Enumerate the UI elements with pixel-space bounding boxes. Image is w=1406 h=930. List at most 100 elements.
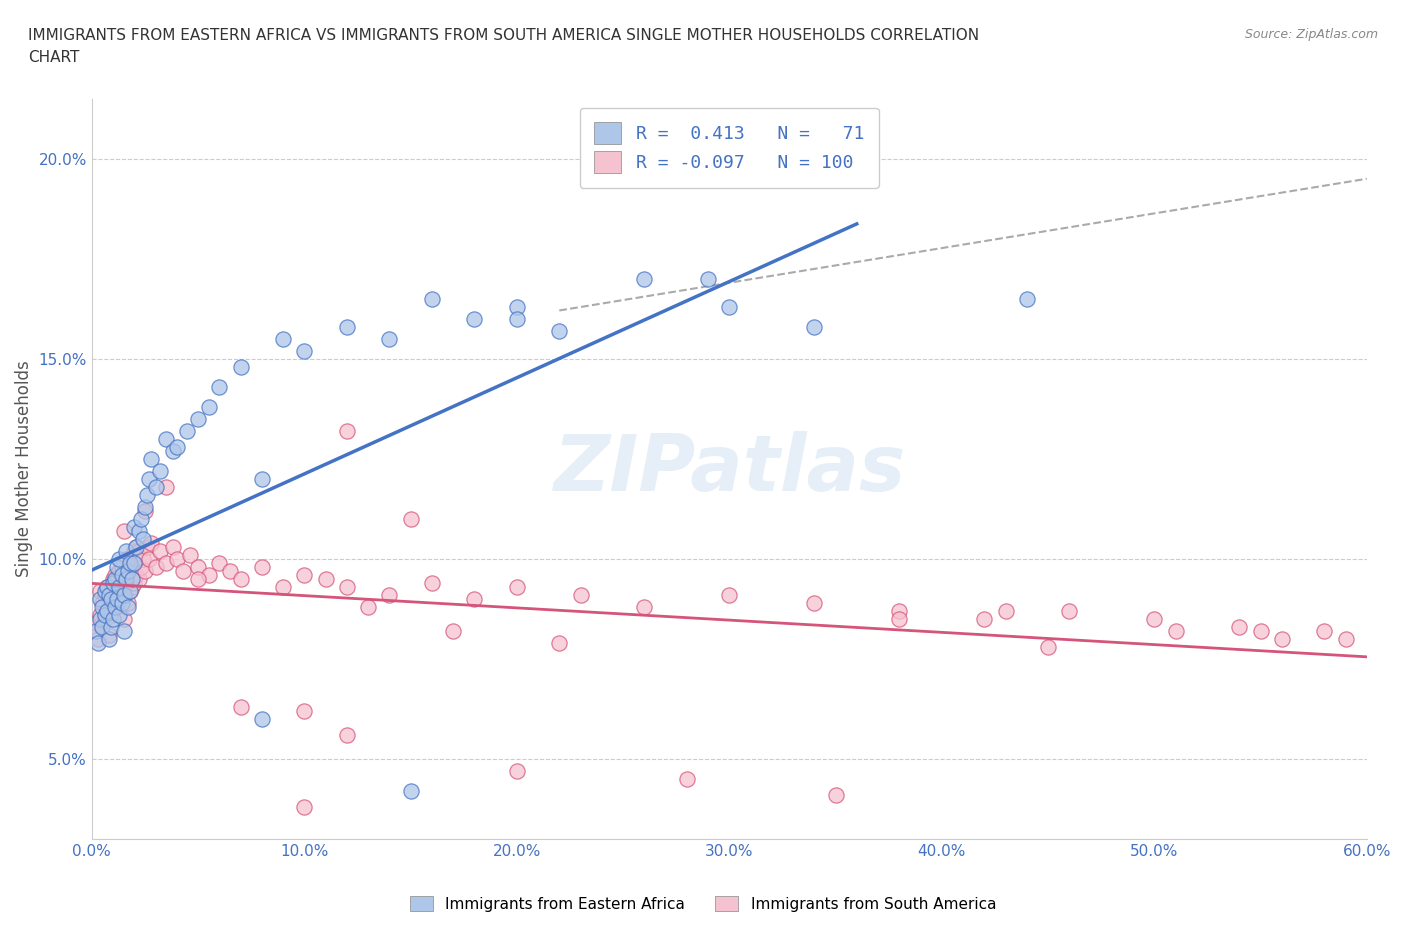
Point — [162, 539, 184, 554]
Point — [633, 272, 655, 286]
Point — [141, 452, 163, 467]
Point — [271, 579, 294, 594]
Point — [89, 584, 111, 599]
Point — [110, 588, 132, 603]
Point — [108, 551, 131, 566]
Point — [125, 567, 148, 582]
Point — [166, 440, 188, 455]
Point — [138, 551, 160, 566]
Point — [292, 567, 315, 582]
Point — [89, 591, 111, 606]
Point — [219, 564, 242, 578]
Point — [250, 560, 273, 575]
Point — [166, 551, 188, 566]
Point — [118, 555, 141, 570]
Point — [187, 560, 209, 575]
Point — [155, 432, 177, 446]
Point — [87, 636, 110, 651]
Point — [132, 551, 155, 566]
Point — [96, 604, 118, 618]
Point — [1334, 631, 1357, 646]
Point — [420, 576, 443, 591]
Point — [292, 704, 315, 719]
Point — [124, 520, 146, 535]
Point — [112, 612, 135, 627]
Point — [101, 576, 124, 591]
Point — [89, 612, 111, 627]
Point — [96, 579, 118, 594]
Point — [208, 379, 231, 394]
Point — [100, 607, 122, 622]
Point — [1164, 624, 1187, 639]
Point — [889, 604, 911, 618]
Point — [110, 560, 132, 575]
Point — [97, 588, 120, 603]
Point — [506, 579, 529, 594]
Point — [84, 624, 107, 639]
Point — [1015, 291, 1038, 306]
Point — [179, 548, 201, 563]
Point — [229, 360, 252, 375]
Point — [112, 624, 135, 639]
Point — [187, 572, 209, 587]
Point — [336, 728, 359, 743]
Point — [134, 564, 156, 578]
Point — [91, 619, 114, 634]
Point — [117, 564, 139, 578]
Point — [134, 504, 156, 519]
Point — [128, 572, 150, 587]
Point — [93, 588, 115, 603]
Point — [357, 600, 380, 615]
Point — [117, 600, 139, 615]
Point — [134, 499, 156, 514]
Point — [399, 784, 422, 799]
Text: ZIPatlas: ZIPatlas — [553, 431, 905, 507]
Point — [176, 423, 198, 438]
Point — [187, 412, 209, 427]
Point — [506, 299, 529, 314]
Point — [149, 544, 172, 559]
Point — [89, 607, 111, 622]
Legend: R =  0.413   N =   71, R = -0.097   N = 100: R = 0.413 N = 71, R = -0.097 N = 100 — [579, 108, 879, 188]
Point — [336, 423, 359, 438]
Point — [121, 551, 143, 566]
Point — [91, 600, 114, 615]
Point — [973, 612, 995, 627]
Point — [172, 564, 194, 578]
Point — [121, 579, 143, 594]
Point — [121, 572, 143, 587]
Point — [1313, 624, 1336, 639]
Point — [136, 539, 159, 554]
Point — [155, 480, 177, 495]
Point — [441, 624, 464, 639]
Point — [101, 612, 124, 627]
Point — [633, 600, 655, 615]
Point — [292, 343, 315, 358]
Point — [105, 560, 128, 575]
Point — [118, 584, 141, 599]
Point — [129, 560, 152, 575]
Point — [96, 604, 118, 618]
Point — [118, 555, 141, 570]
Point — [124, 576, 146, 591]
Point — [110, 567, 132, 582]
Point — [250, 472, 273, 486]
Point — [124, 544, 146, 559]
Point — [399, 512, 422, 526]
Point — [718, 299, 741, 314]
Point — [208, 555, 231, 570]
Point — [100, 591, 122, 606]
Point — [569, 588, 592, 603]
Point — [97, 591, 120, 606]
Point — [101, 572, 124, 587]
Point — [675, 772, 697, 787]
Point — [229, 699, 252, 714]
Point — [1057, 604, 1080, 618]
Point — [93, 607, 115, 622]
Point — [1227, 619, 1250, 634]
Point — [132, 532, 155, 547]
Point — [84, 616, 107, 631]
Point — [463, 312, 485, 326]
Point — [378, 588, 401, 603]
Point — [93, 584, 115, 599]
